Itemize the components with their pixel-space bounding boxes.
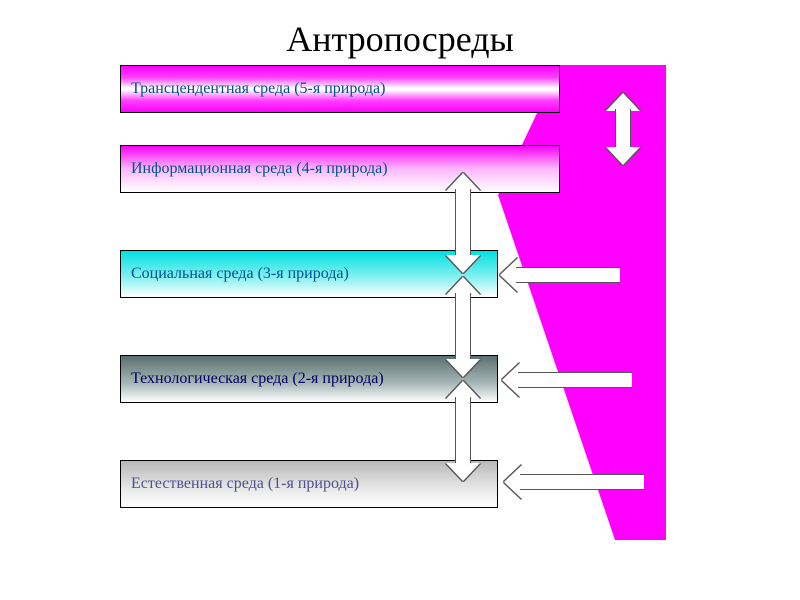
page-title: Антропосреды — [0, 0, 800, 60]
vertical-arrow — [606, 93, 640, 165]
layer-label: Информационная среда (4-я природа) — [131, 160, 388, 178]
layer-transcendent: Трансцендентная среда (5-я природа) — [120, 65, 560, 113]
horizontal-arrow — [502, 363, 632, 397]
layer-social: Социальная среда (3-я природа) — [120, 250, 498, 298]
layer-label: Технологическая среда (2-я природа) — [131, 370, 384, 388]
layer-label: Естественная среда (1-я природа) — [131, 475, 359, 493]
horizontal-arrow — [504, 465, 644, 499]
vertical-arrow — [446, 277, 480, 377]
layer-technological: Технологическая среда (2-я природа) — [120, 355, 498, 403]
horizontal-arrow — [500, 258, 620, 292]
layer-label: Социальная среда (3-я природа) — [131, 265, 349, 283]
layer-natural: Естественная среда (1-я природа) — [120, 460, 498, 508]
layer-label: Трансцендентная среда (5-я природа) — [131, 80, 385, 98]
layer-informational: Информационная среда (4-я природа) — [120, 145, 560, 193]
vertical-arrow — [446, 381, 480, 481]
vertical-arrow — [446, 173, 480, 273]
anthropo-diagram: Трансцендентная среда (5-я природа) Инфо… — [120, 65, 680, 565]
